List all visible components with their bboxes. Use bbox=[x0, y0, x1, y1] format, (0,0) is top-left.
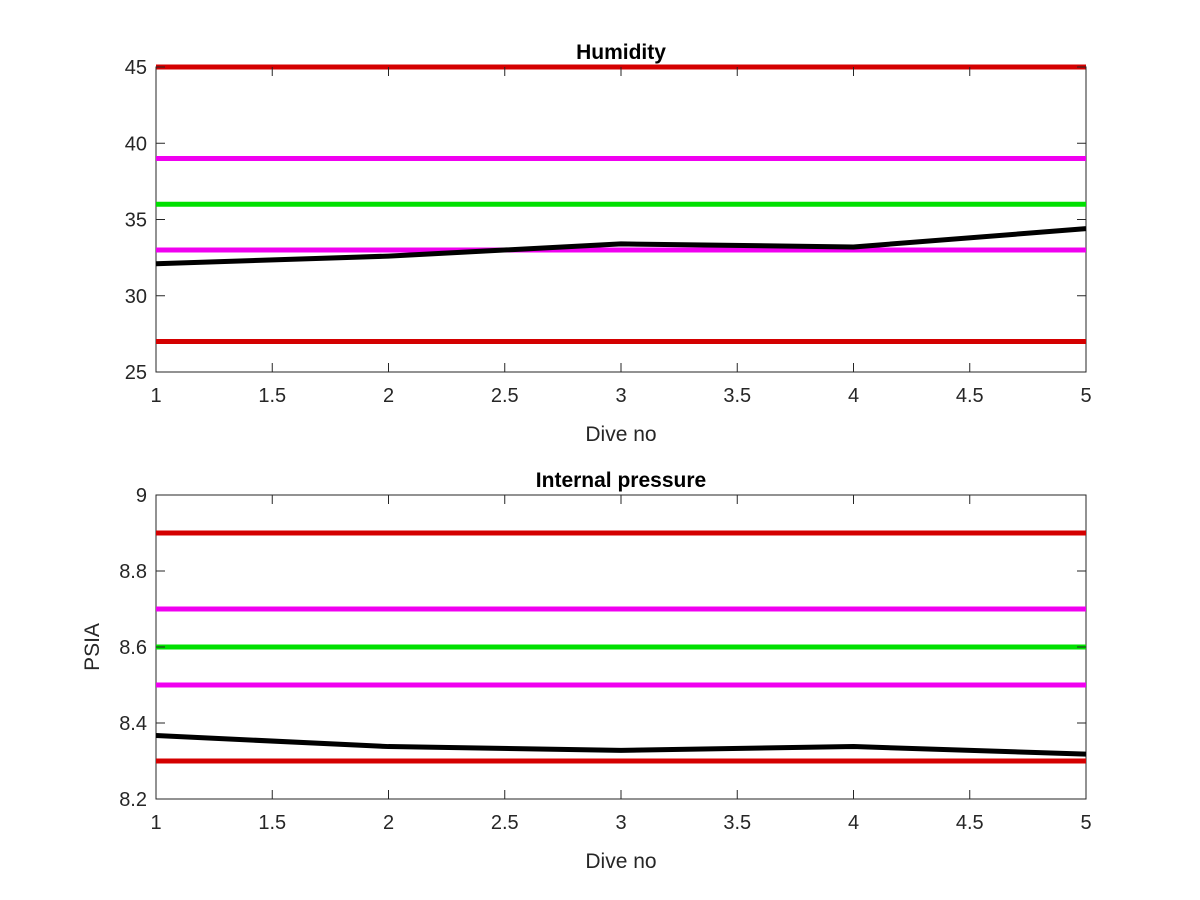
plot-area-frame bbox=[155, 66, 1087, 373]
y-tick-label: 8.4 bbox=[119, 713, 147, 735]
chart-title: Humidity bbox=[576, 41, 666, 64]
x-axis-label: Dive no bbox=[585, 423, 656, 446]
internal-pressure-subplot: 1 1.5 2 2.5 3 3.5 4 4.5 5 8.2 8.4 8.6 8.8 9 Internal p… bbox=[81, 469, 1092, 873]
x-tick-label: 1 bbox=[150, 385, 161, 407]
x-tick-label: 2.5 bbox=[491, 385, 519, 407]
x-tick-label: 2 bbox=[383, 385, 394, 407]
humidity-subplot: 1 1.5 2 2.5 3 3.5 4 4.5 5 25 30 35 40 45 Humidity Dive … bbox=[125, 41, 1092, 446]
x-tick-label: 3 bbox=[615, 385, 626, 407]
y-tick-label: 8.2 bbox=[119, 789, 147, 811]
y-tick-label: 25 bbox=[125, 362, 147, 384]
y-tick-label: 8.6 bbox=[119, 637, 147, 659]
x-tick-label: 1 bbox=[150, 812, 161, 834]
y-tick-label: 40 bbox=[125, 133, 147, 155]
y-tick-label: 9 bbox=[136, 485, 147, 507]
x-tick-label: 1.5 bbox=[258, 812, 286, 834]
x-tick-label: 2 bbox=[383, 812, 394, 834]
x-tick-label: 2.5 bbox=[491, 812, 519, 834]
x-tick-label: 3.5 bbox=[723, 812, 751, 834]
y-tick-label: 8.8 bbox=[119, 561, 147, 583]
x-axis-label: Dive no bbox=[585, 850, 656, 873]
x-tick-label: 5 bbox=[1080, 385, 1091, 407]
x-tick-label: 3 bbox=[615, 812, 626, 834]
y-tick-label: 35 bbox=[125, 210, 147, 232]
y-tick-label: 45 bbox=[125, 57, 147, 79]
x-tick-label: 1.5 bbox=[258, 385, 286, 407]
y-tick-label: 30 bbox=[125, 286, 147, 308]
y-axis-label: PSIA bbox=[81, 623, 104, 671]
x-tick-label: 5 bbox=[1080, 812, 1091, 834]
x-tick-label: 4 bbox=[848, 812, 859, 834]
x-tick-label: 4.5 bbox=[956, 385, 984, 407]
chart-title: Internal pressure bbox=[536, 469, 706, 492]
x-tick-label: 4 bbox=[848, 385, 859, 407]
x-tick-label: 4.5 bbox=[956, 812, 984, 834]
x-tick-label: 3.5 bbox=[723, 385, 751, 407]
